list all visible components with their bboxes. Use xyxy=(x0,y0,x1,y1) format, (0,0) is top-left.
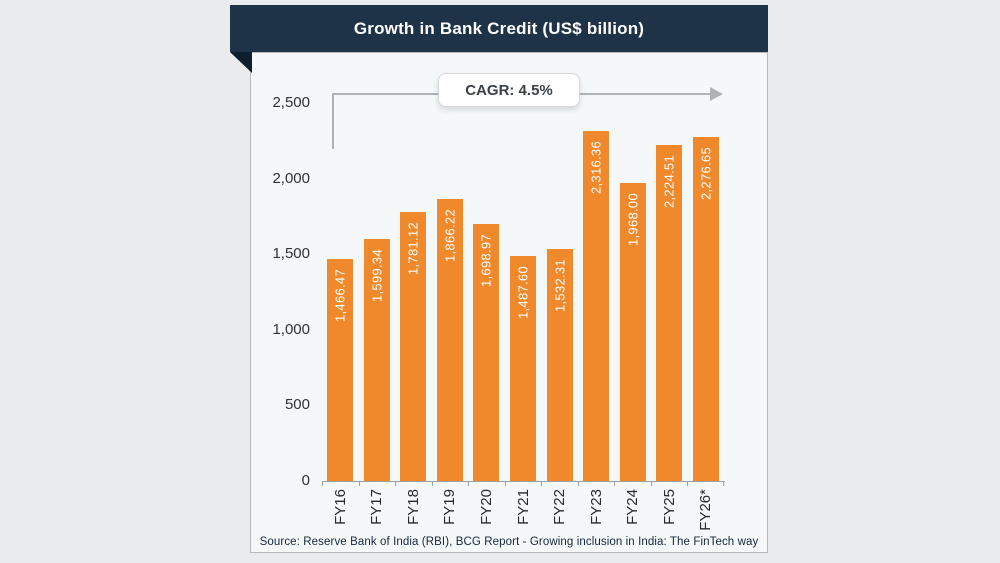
title-ribbon: Growth in Bank Credit (US$ billion) xyxy=(230,5,768,52)
bar: 2,316.36 xyxy=(583,130,610,481)
bar-value-label: 1,781.12 xyxy=(405,221,421,275)
x-tick-label: FY18 xyxy=(404,489,422,525)
x-tick-mark xyxy=(541,481,543,486)
x-label-slot: FY24 xyxy=(614,489,651,537)
x-tick-mark xyxy=(322,481,323,486)
x-label-slot: FY25 xyxy=(651,489,688,537)
cagr-annotation-box: CAGR: 4.5% xyxy=(438,73,580,107)
bar: 1,866.22 xyxy=(436,198,463,481)
x-label-slot: FY23 xyxy=(578,489,615,537)
x-label-slot: FY26* xyxy=(687,489,724,537)
bar-value-label: 1,532.31 xyxy=(552,259,568,313)
x-tick-mark xyxy=(687,481,689,486)
bar: 1,781.12 xyxy=(400,211,427,481)
bar-value-label: 1,698.97 xyxy=(478,234,494,288)
x-label-slot: FY17 xyxy=(359,489,396,537)
cagr-annotation-label: CAGR: 4.5% xyxy=(465,81,553,99)
plot-area: 1,466.47 1,599.34 1,781.12 1,866.22 1,698.97… xyxy=(322,103,724,481)
y-tick-label: 1,000 xyxy=(272,320,310,338)
y-axis: 0 500 1,000 1,500 2,000 2,500 xyxy=(252,94,310,489)
bar-value-label: 1,866.22 xyxy=(442,208,458,262)
x-tick-label: FY23 xyxy=(587,489,605,525)
x-tick-label: FY16 xyxy=(331,489,349,525)
x-tick-label: FY26* xyxy=(697,489,715,531)
bar: 1,487.60 xyxy=(510,256,536,481)
bar-value-label: 1,466.47 xyxy=(332,269,348,323)
x-tick-label: FY19 xyxy=(441,489,459,525)
cagr-arrow-icon xyxy=(710,87,723,101)
x-label-slot: FY22 xyxy=(541,489,578,537)
x-label-slot: FY16 xyxy=(322,489,359,537)
y-tick-label: 1,500 xyxy=(272,245,310,263)
x-label-slot: FY20 xyxy=(468,489,505,537)
bar-value-label: 2,276.65 xyxy=(698,146,714,200)
x-tick-label: FY21 xyxy=(514,489,532,525)
cagr-line-vertical xyxy=(332,93,334,149)
x-tick-mark xyxy=(358,481,360,486)
bar: 1,466.47 xyxy=(327,259,354,481)
x-label-slot: FY21 xyxy=(505,489,542,537)
x-tick-mark xyxy=(577,481,579,486)
x-tick-mark xyxy=(395,481,397,486)
x-tick-mark xyxy=(614,481,616,486)
x-tick-mark xyxy=(504,481,506,486)
bar: 1,968.00 xyxy=(619,183,646,481)
x-axis-labels: FY16 FY17 FY18 FY19 FY20 FY21 FY22 FY23 FY24 FY25… xyxy=(322,489,724,537)
y-tick-label: 500 xyxy=(284,396,310,414)
x-label-slot: FY18 xyxy=(395,489,432,537)
y-tick-label: 2,500 xyxy=(272,94,310,111)
bar-value-label: 2,316.36 xyxy=(588,140,604,194)
ribbon-fold-triangle xyxy=(230,52,252,73)
x-tick-label: FY17 xyxy=(368,489,386,525)
x-tick-mark xyxy=(723,481,724,486)
x-axis-line xyxy=(322,481,725,482)
y-tick-label: 2,000 xyxy=(272,169,310,187)
x-axis-ticks xyxy=(322,481,724,486)
bar-value-label: 1,968.00 xyxy=(625,193,641,247)
source-text: Source: Reserve Bank of India (RBI), BCG… xyxy=(259,536,759,548)
x-tick-label: FY24 xyxy=(624,489,642,525)
bar: 2,224.51 xyxy=(656,144,683,481)
bar-value-label: 1,487.60 xyxy=(515,266,531,320)
bar: 1,698.97 xyxy=(473,224,500,481)
x-tick-label: FY22 xyxy=(551,489,569,525)
y-tick-label: 0 xyxy=(301,472,310,489)
chart-title: Growth in Bank Credit (US$ billion) xyxy=(353,18,645,38)
x-tick-mark xyxy=(468,481,470,486)
x-tick-label: FY20 xyxy=(477,489,495,525)
bar: 1,599.34 xyxy=(363,239,390,481)
bar-value-label: 2,224.51 xyxy=(661,154,677,208)
bar-value-label: 1,599.34 xyxy=(369,249,385,303)
x-tick-label: FY25 xyxy=(660,489,678,525)
bar: 1,532.31 xyxy=(546,249,573,481)
bar: 2,276.65 xyxy=(692,136,719,481)
x-label-slot: FY19 xyxy=(432,489,469,537)
x-tick-mark xyxy=(650,481,652,486)
x-tick-mark xyxy=(431,481,433,486)
